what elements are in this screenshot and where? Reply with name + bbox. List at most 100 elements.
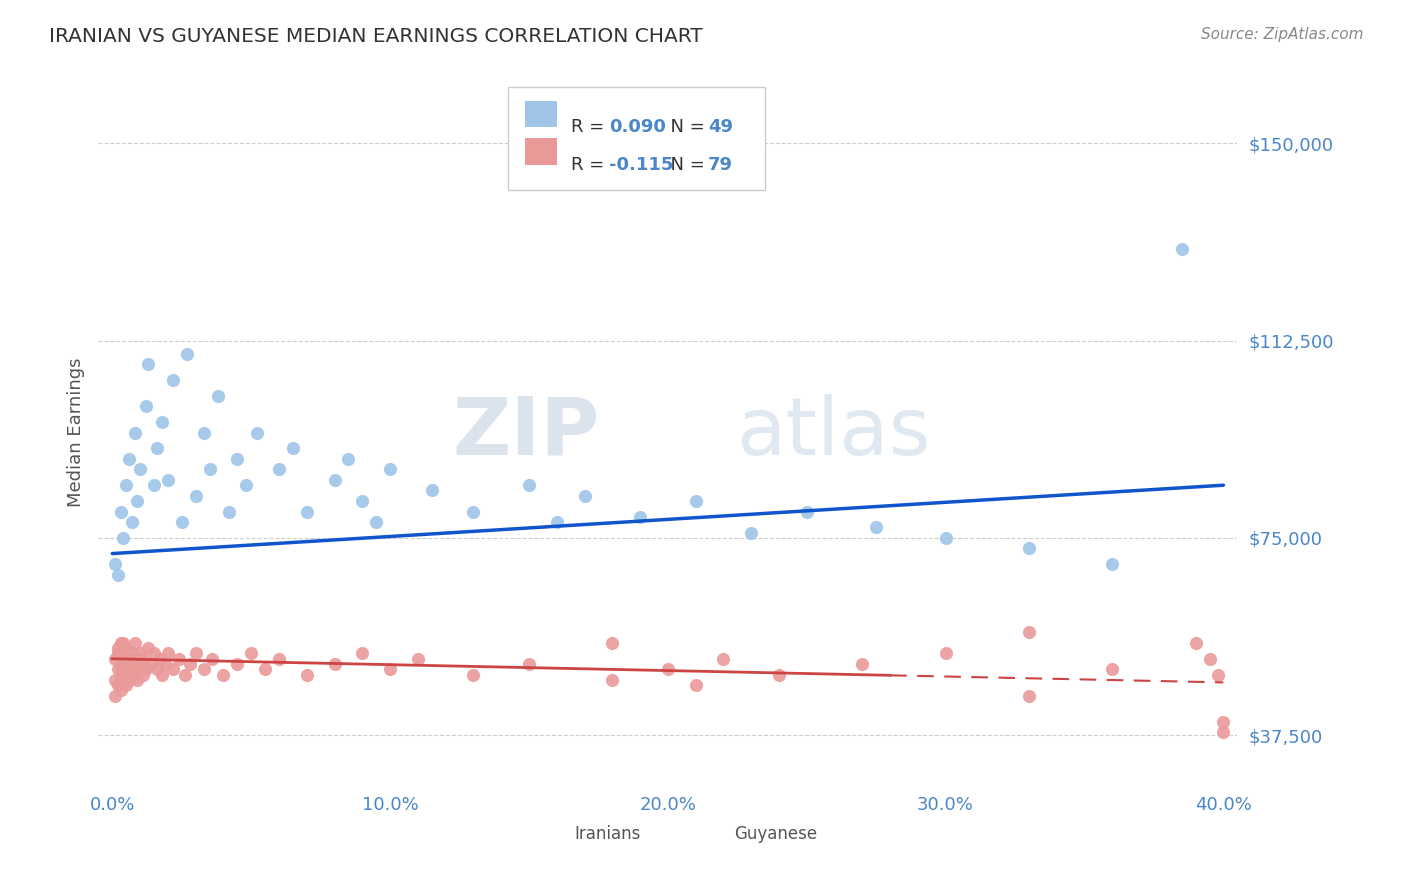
Point <box>851 657 873 671</box>
Point <box>162 373 184 387</box>
Point <box>1212 714 1234 729</box>
Point <box>162 662 184 676</box>
Point <box>600 673 623 687</box>
Point <box>546 515 568 529</box>
Point <box>121 657 143 671</box>
Point <box>121 667 143 681</box>
Text: ZIP: ZIP <box>453 393 599 472</box>
Point <box>267 652 290 666</box>
Point <box>132 667 155 681</box>
Point <box>1018 689 1040 703</box>
Text: N =: N = <box>659 156 710 174</box>
Point <box>1198 652 1220 666</box>
FancyBboxPatch shape <box>509 87 765 189</box>
Point <box>1018 625 1040 640</box>
Point <box>124 636 146 650</box>
Point <box>184 489 207 503</box>
Point <box>201 652 224 666</box>
Point <box>104 689 127 703</box>
Point <box>112 636 135 650</box>
Bar <box>526 138 557 165</box>
Point <box>267 462 290 476</box>
Point <box>295 667 318 681</box>
Point <box>107 567 129 582</box>
Point <box>176 347 198 361</box>
Point <box>150 415 173 429</box>
Point <box>112 652 135 666</box>
Point <box>628 509 651 524</box>
Point <box>110 647 132 661</box>
Point <box>352 494 374 508</box>
Text: atlas: atlas <box>737 393 931 472</box>
Point <box>657 662 679 676</box>
Point <box>107 641 129 656</box>
Point <box>110 667 132 681</box>
Point <box>1170 242 1192 256</box>
Point <box>115 667 138 681</box>
Point <box>685 678 707 692</box>
Point <box>138 357 160 371</box>
Text: R =: R = <box>571 118 610 136</box>
Point <box>121 647 143 661</box>
Point <box>254 662 277 676</box>
Point <box>110 504 132 518</box>
Point <box>173 667 195 681</box>
Point <box>1206 667 1229 681</box>
Point <box>104 673 127 687</box>
Point <box>138 641 160 656</box>
Point <box>107 678 129 692</box>
Point <box>337 451 360 466</box>
Point <box>193 662 215 676</box>
Point <box>865 520 887 534</box>
Text: N =: N = <box>659 118 710 136</box>
Point <box>295 504 318 518</box>
Point <box>129 657 152 671</box>
Text: Iranians: Iranians <box>575 825 641 843</box>
Point <box>170 515 193 529</box>
Point <box>463 667 485 681</box>
Point <box>366 515 388 529</box>
Point <box>1212 725 1234 739</box>
Point <box>112 662 135 676</box>
Point <box>112 531 135 545</box>
Point <box>143 647 166 661</box>
Point <box>156 647 179 661</box>
Point <box>124 662 146 676</box>
Bar <box>696 822 725 845</box>
Text: IRANIAN VS GUYANESE MEDIAN EARNINGS CORRELATION CHART: IRANIAN VS GUYANESE MEDIAN EARNINGS CORR… <box>49 27 703 45</box>
Point <box>124 425 146 440</box>
Point <box>207 389 229 403</box>
Point <box>935 531 957 545</box>
Point <box>115 678 138 692</box>
Point <box>107 647 129 661</box>
Point <box>127 494 149 508</box>
Point <box>935 647 957 661</box>
Point <box>118 673 141 687</box>
Point <box>129 647 152 661</box>
Point <box>132 652 155 666</box>
Point <box>768 667 790 681</box>
Point <box>198 462 221 476</box>
Point <box>323 473 346 487</box>
Point <box>115 641 138 656</box>
Point <box>107 662 129 676</box>
Point <box>112 673 135 687</box>
Point <box>378 662 401 676</box>
Point <box>420 483 443 498</box>
Point <box>110 636 132 650</box>
Point <box>143 478 166 492</box>
Point <box>1101 662 1123 676</box>
Point <box>406 652 429 666</box>
Point <box>148 652 170 666</box>
Text: R =: R = <box>571 156 610 174</box>
Point <box>796 504 818 518</box>
Point <box>167 652 190 666</box>
Point <box>1018 541 1040 556</box>
Point <box>218 504 240 518</box>
Point <box>226 657 249 671</box>
Bar <box>537 822 565 845</box>
Point <box>463 504 485 518</box>
Point <box>145 442 167 456</box>
Text: 79: 79 <box>707 156 733 174</box>
Point <box>118 652 141 666</box>
